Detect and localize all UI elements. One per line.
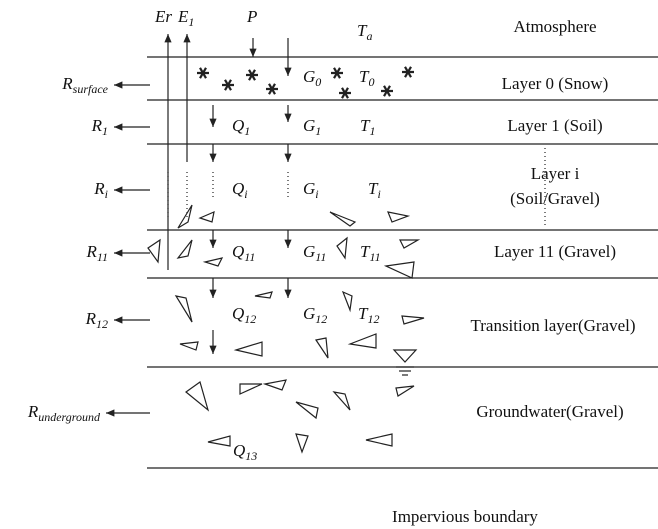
symbol-subscript: 1 <box>244 124 250 138</box>
symbol-base: R <box>86 242 98 261</box>
symbol-subscript: 12 <box>367 312 379 326</box>
symbol-subscript: 1 <box>188 15 194 29</box>
symbol-base: R <box>27 402 39 421</box>
symbol-subscript: 0 <box>315 75 321 89</box>
symbol: R11 <box>86 242 109 264</box>
layer-label: (Soil/Gravel) <box>510 189 600 208</box>
symbol: Q1 <box>232 116 250 138</box>
symbol: G11 <box>303 242 326 264</box>
symbol-subscript: 0 <box>368 75 374 89</box>
symbol-base: G <box>303 242 315 261</box>
snowflake <box>331 68 343 78</box>
symbol: Q11 <box>232 242 255 264</box>
symbol-subscript: i <box>315 187 318 201</box>
symbol: P <box>246 7 257 26</box>
layer-label: Layer i <box>531 164 580 183</box>
symbol-base: G <box>303 67 315 86</box>
symbol-subscript: 13 <box>245 449 257 463</box>
symbol: G12 <box>303 304 327 326</box>
symbol: Rsurface <box>61 74 108 96</box>
symbol: Ti <box>368 179 381 201</box>
layer-label: Layer 11 (Gravel) <box>494 242 616 261</box>
symbol-base: G <box>303 116 315 135</box>
symbol: T0 <box>359 67 374 89</box>
symbol-subscript: 11 <box>369 250 380 264</box>
symbol-base: Q <box>233 441 245 460</box>
symbol-subscript: 11 <box>244 250 255 264</box>
symbol: Er <box>154 7 172 26</box>
layer-label: Layer 0 (Snow) <box>502 74 609 93</box>
symbol-base: Q <box>232 179 244 198</box>
symbol-base: Er <box>154 7 172 26</box>
snowflake <box>381 86 393 96</box>
snowflake <box>246 70 258 80</box>
symbol: Runderground <box>27 402 101 424</box>
symbol-subscript: underground <box>38 410 101 424</box>
symbol-base: R <box>93 179 105 198</box>
diagram: Impervious boundary Atmosphere ErE1PTaRs… <box>0 0 658 529</box>
symbol-subscript: i <box>105 187 108 201</box>
symbol: Gi <box>303 179 319 201</box>
symbol-subscript: i <box>377 187 380 201</box>
symbol-subscript: 11 <box>315 250 326 264</box>
symbol: Q13 <box>233 441 257 463</box>
symbol: G0 <box>303 67 321 89</box>
symbol-base: G <box>303 179 315 198</box>
atmosphere-label: Atmosphere <box>513 17 596 36</box>
symbol-subscript: 12 <box>315 312 327 326</box>
symbol: E1 <box>177 7 194 29</box>
symbol-base: R <box>85 309 97 328</box>
boundary-label: Impervious boundary <box>392 507 538 526</box>
symbol: Qi <box>232 179 248 201</box>
symbol-subscript: surface <box>73 82 109 96</box>
layer-label: Transition layer(Gravel) <box>470 316 635 335</box>
symbol-base: Q <box>232 304 244 323</box>
snowflake <box>266 84 278 94</box>
symbol-base: G <box>303 304 315 323</box>
runoff-arrows <box>106 85 150 413</box>
symbol-base: Q <box>232 242 244 261</box>
symbol-subscript: 11 <box>97 250 108 264</box>
symbol: Q12 <box>232 304 256 326</box>
symbol-subscript: 12 <box>96 317 108 331</box>
symbol: R12 <box>85 309 108 331</box>
gravel-particles <box>148 205 424 452</box>
snowflake <box>339 88 351 98</box>
snowflake <box>222 80 234 90</box>
symbol: G1 <box>303 116 321 138</box>
symbol: T11 <box>360 242 381 264</box>
symbol: R1 <box>91 116 108 138</box>
layer-label: Groundwater(Gravel) <box>476 402 623 421</box>
layer-label: Layer 1 (Soil) <box>507 116 602 135</box>
symbol-subscript: 1 <box>369 124 375 138</box>
symbol-subscript: 1 <box>315 124 321 138</box>
symbol-subscript: 1 <box>102 124 108 138</box>
symbol-base: E <box>177 7 189 26</box>
snowflake <box>197 68 209 78</box>
symbol-subscript: 12 <box>244 312 256 326</box>
symbol: T1 <box>360 116 375 138</box>
flux-arrows <box>168 34 545 354</box>
symbol-subscript: a <box>366 29 372 43</box>
symbol: T12 <box>358 304 379 326</box>
symbol-base: R <box>91 116 103 135</box>
symbol: Ta <box>357 21 372 43</box>
symbol-base: Q <box>232 116 244 135</box>
symbol: Ri <box>93 179 108 201</box>
symbol-base: P <box>246 7 257 26</box>
snowflake <box>402 67 414 77</box>
symbol-subscript: i <box>244 187 247 201</box>
symbol-base: R <box>61 74 73 93</box>
